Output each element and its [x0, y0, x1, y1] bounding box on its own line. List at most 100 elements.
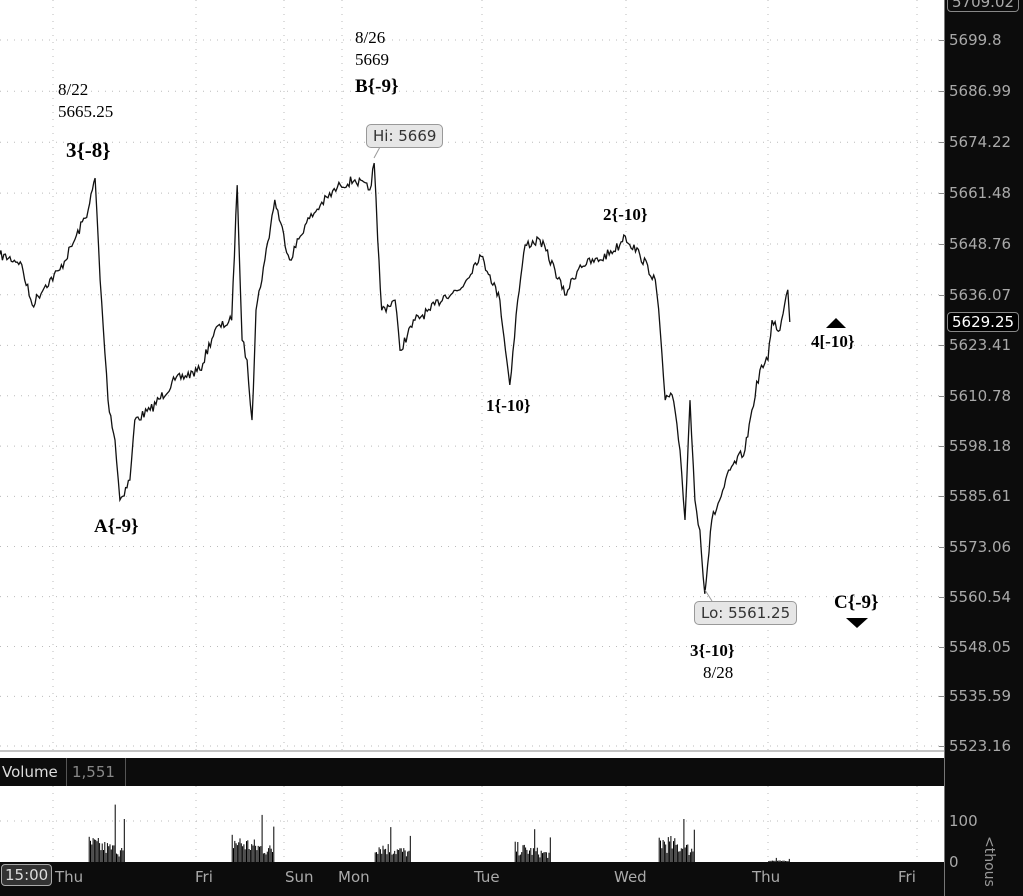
volume-bar	[778, 860, 780, 862]
price-tick-label: 5610.78	[949, 386, 1012, 405]
volume-bar	[777, 860, 779, 862]
annotation-price-8-26: 5669	[355, 50, 389, 69]
price-axis[interactable]: 5709.02 5699.8 5686.99 5674.22 5661.48 5648.7…	[939, 0, 1023, 896]
volume-bar	[682, 848, 684, 862]
volume-tick-label: 100	[949, 812, 978, 830]
volume-bar	[386, 854, 388, 862]
wave-label-1-10: 1{-10}	[486, 396, 531, 415]
volume-bar	[121, 848, 123, 862]
price-tick-label: 5548.05	[949, 637, 1012, 656]
price-tick-label: 5699.8	[949, 31, 1002, 49]
volume-bar	[526, 849, 528, 862]
volume-bar	[259, 846, 260, 862]
volume-bar	[116, 853, 117, 862]
high-bubble: Hi: 5669	[366, 124, 444, 148]
volume-bar	[242, 846, 244, 862]
time-axis[interactable]: 15:00 Thu Fri Sun Mon Tue Wed Thu Fri	[0, 862, 944, 896]
day-tick-label: Tue	[474, 868, 500, 886]
tick-mark	[939, 496, 945, 498]
volume-bar	[92, 838, 94, 862]
price-chart-svg	[0, 0, 944, 752]
wave-label-b-9: B{-9}	[355, 76, 399, 97]
volume-bar	[660, 840, 661, 862]
volume-bar	[268, 848, 270, 862]
volume-bar	[247, 840, 249, 862]
price-tick-label: 5598.18	[949, 437, 1012, 456]
volume-bar	[88, 836, 90, 862]
volume-bar	[381, 853, 383, 862]
volume-bar	[396, 849, 398, 862]
price-tick-label: 5674.22	[949, 133, 1012, 152]
price-tick-label: 5648.76	[949, 234, 1012, 253]
volume-bar	[402, 851, 403, 862]
wave-label-2-10: 2{-10}	[603, 205, 648, 224]
volume-bar	[398, 850, 400, 862]
volume-bar	[404, 850, 406, 862]
top-price-tag: 5709.02	[947, 0, 1020, 12]
volume-bar	[261, 814, 263, 862]
volume-bar	[394, 850, 396, 862]
volume-bar	[376, 852, 377, 862]
volume-bar	[688, 855, 690, 862]
volume-header: Volume 1,551	[0, 758, 944, 786]
volume-bar	[781, 861, 782, 862]
volume-bar	[517, 842, 519, 862]
volume-bar	[679, 851, 681, 862]
volume-bar	[680, 848, 682, 862]
volume-bar	[387, 844, 389, 862]
volume-bar	[395, 854, 397, 862]
volume-bar	[693, 829, 695, 862]
volume-bar	[240, 843, 242, 862]
volume-bar	[692, 851, 694, 862]
wave-label-3-10: 3{-10}	[690, 641, 735, 660]
volume-bar	[103, 850, 104, 862]
volume-bar	[768, 861, 769, 862]
volume-bar	[662, 840, 664, 862]
volume-bar	[521, 852, 523, 862]
volume-bar	[90, 840, 91, 862]
volume-bar	[270, 848, 272, 862]
volume-bar	[547, 857, 549, 862]
volume-bar	[379, 849, 381, 862]
volume-bar	[525, 847, 527, 862]
day-tick-label: Wed	[614, 868, 647, 886]
volume-bar	[532, 848, 534, 862]
volume-bar	[407, 851, 409, 862]
volume-bar	[252, 845, 254, 862]
volume-chart-svg	[0, 786, 944, 862]
volume-bar	[519, 854, 521, 862]
volume-bar	[264, 853, 266, 862]
volume-bar	[257, 845, 259, 862]
low-bubble: Lo: 5561.25	[694, 601, 798, 625]
annotation-date-8-22: 8/22	[58, 80, 89, 99]
price-plot[interactable]: 8/22 5665.25 3{-8} A{-9} 8/26 5669 B{-9}…	[0, 0, 944, 752]
tick-mark	[939, 294, 945, 296]
volume-bar	[544, 852, 546, 862]
volume-bar	[391, 854, 393, 862]
volume-bar	[671, 848, 673, 862]
volume-tick-label: 0	[949, 853, 959, 871]
price-tick-label: 5573.06	[949, 537, 1012, 556]
tick-mark	[939, 546, 945, 548]
tick-mark	[939, 91, 945, 93]
volume-bar	[530, 848, 532, 862]
volume-bar	[114, 804, 116, 862]
volume-plot[interactable]	[0, 786, 944, 862]
volume-bar	[788, 858, 790, 862]
volume-bar	[234, 840, 236, 862]
wave-label-3-8: 3{-8}	[66, 138, 111, 162]
volume-bar	[106, 843, 108, 862]
volume-bar	[244, 849, 246, 862]
tick-mark	[939, 142, 945, 144]
volume-bar	[518, 855, 520, 862]
volume-bar	[545, 852, 547, 862]
volume-bar	[687, 844, 689, 862]
tick-mark	[939, 243, 945, 245]
tick-mark	[939, 696, 945, 698]
volume-bar	[771, 860, 773, 862]
up-triangle-icon	[826, 318, 846, 328]
price-tick-label: 5686.99	[949, 82, 1012, 101]
volume-bar	[233, 848, 234, 862]
volume-bar	[769, 860, 771, 862]
low-bubble-pointer	[704, 589, 713, 602]
